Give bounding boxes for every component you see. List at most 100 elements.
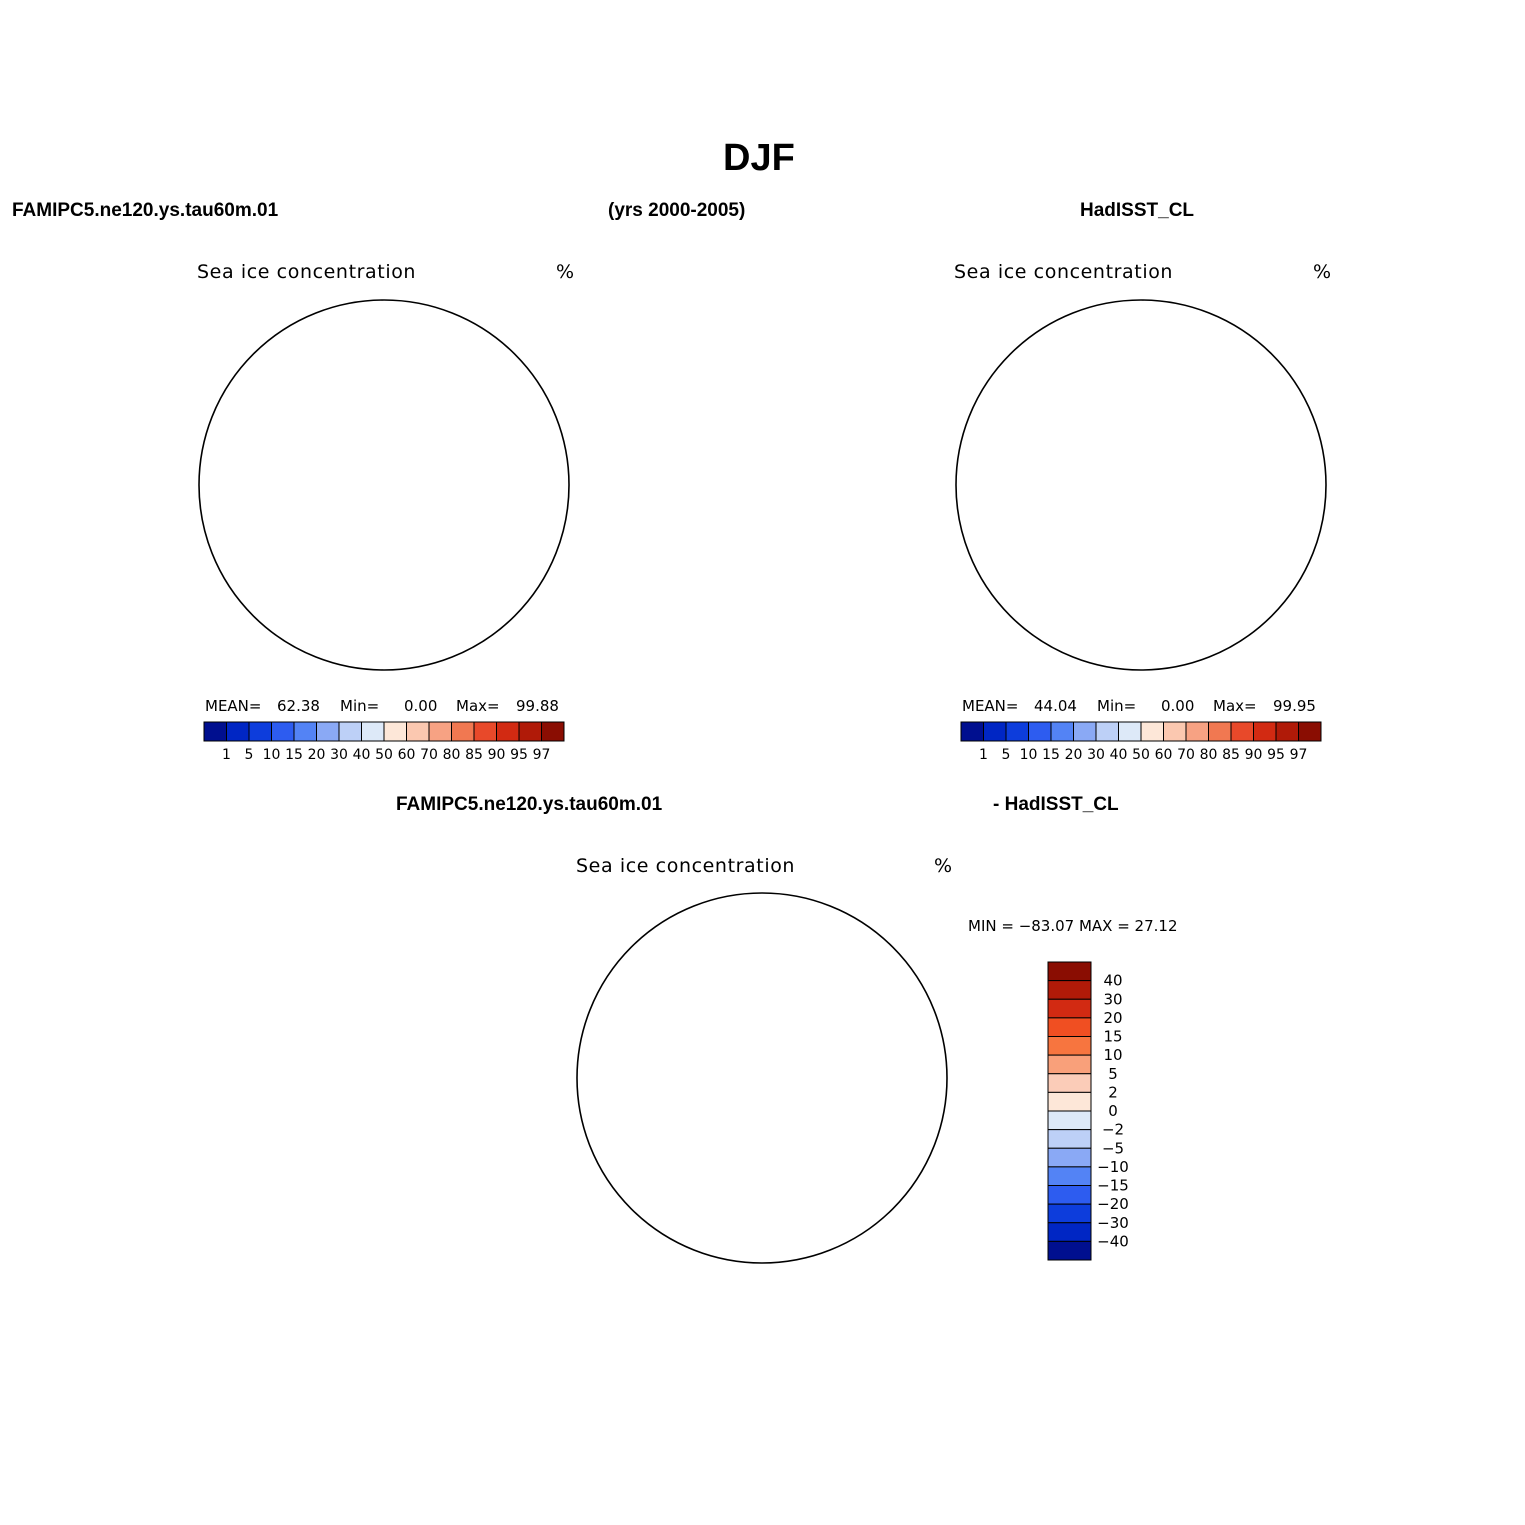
colorbar-swatch	[1047, 980, 1092, 1000]
colorbar-swatch	[316, 721, 340, 742]
colorbar-swatch	[541, 721, 565, 742]
colorbar-tick-label: 50	[1132, 747, 1150, 763]
colorbar-tick-label: 97	[533, 747, 551, 763]
colorbar-swatch	[1208, 721, 1232, 742]
colorbar-swatch	[1185, 721, 1209, 742]
model-min-value: 0.00	[404, 697, 438, 715]
colorbar-tick-label: 15	[1042, 747, 1060, 763]
colorbar-tick-label: 80	[1200, 747, 1218, 763]
colorbar-swatch	[406, 721, 430, 742]
colorbar-swatch	[1047, 1110, 1092, 1131]
colorbar-tick-label: 60	[398, 747, 416, 763]
colorbar-tick-label: 10	[1103, 1046, 1122, 1064]
colorbar-swatch	[1298, 721, 1322, 742]
colorbar-swatch	[960, 721, 984, 742]
colorbar-swatch	[1050, 721, 1074, 742]
header-model-name: FAMIPC5.ne120.ys.tau60m.01	[12, 200, 279, 221]
colorbar-tick-label: 1	[222, 747, 231, 763]
colorbar-swatch	[1073, 721, 1097, 742]
colorbar-swatch	[361, 721, 385, 742]
obs-panel-title: Sea ice concentration	[954, 261, 1174, 283]
model-mean-value: 62.38	[277, 697, 320, 715]
colorbar-swatch	[1275, 721, 1299, 742]
model-colorbar: 1 5 10 15 20 30 40 50 60 70 80 85 90 95 97	[203, 721, 565, 763]
colorbar-tick-label: −20	[1097, 1195, 1129, 1213]
colorbar-swatch	[1047, 961, 1092, 982]
colorbar-swatch	[1047, 1129, 1092, 1149]
model-panel-units: %	[556, 261, 575, 283]
colorbar-swatch	[1163, 721, 1187, 742]
colorbar-swatch	[1118, 721, 1142, 742]
colorbar-tick-label: −40	[1097, 1232, 1129, 1250]
colorbar-swatch	[383, 721, 407, 742]
colorbar-tick-label: 10	[263, 747, 281, 763]
obs-min-label: Min=	[1097, 697, 1137, 715]
colorbar-swatch	[248, 721, 272, 742]
colorbar-tick-label: 85	[465, 747, 483, 763]
colorbar-swatch	[518, 721, 542, 742]
colorbar-swatch	[1047, 1240, 1092, 1261]
model-min-label: Min=	[340, 697, 380, 715]
colorbar-swatch	[271, 721, 295, 742]
model-mean-label: MEAN=	[205, 697, 262, 715]
colorbar-swatch	[1047, 1222, 1092, 1242]
model-max-value: 99.88	[516, 697, 559, 715]
colorbar-swatch	[473, 721, 497, 742]
colorbar-tick-label: 1	[979, 747, 988, 763]
obs-panel-units: %	[1313, 261, 1332, 283]
diff-panel-units: %	[934, 855, 953, 877]
colorbar-swatch	[1047, 1147, 1092, 1168]
model-panel-title: Sea ice concentration	[197, 261, 417, 283]
colorbar-swatch	[1028, 721, 1052, 742]
colorbar-tick-label: 80	[443, 747, 461, 763]
diff-panel-title: Sea ice concentration	[576, 855, 796, 877]
colorbar-swatch	[1047, 1091, 1092, 1112]
colorbar-tick-label: 60	[1155, 747, 1173, 763]
colorbar-tick-label: 40	[1103, 972, 1122, 990]
colorbar-tick-label: 15	[285, 747, 303, 763]
colorbar-tick-label: −30	[1097, 1214, 1129, 1232]
colorbar-tick-label: 40	[1110, 747, 1128, 763]
colorbar-tick-label: 5	[1108, 1065, 1118, 1083]
colorbar-tick-label: 30	[1087, 747, 1105, 763]
obs-max-value: 99.95	[1273, 697, 1316, 715]
colorbar-swatch	[1047, 1166, 1092, 1186]
colorbar-swatch	[1140, 721, 1164, 742]
colorbar-swatch	[1047, 1054, 1092, 1075]
colorbar-swatch	[428, 721, 452, 742]
colorbar-tick-label: 95	[510, 747, 528, 763]
colorbar-swatch	[1047, 1073, 1092, 1093]
colorbar-swatch	[226, 721, 250, 742]
model-map	[198, 299, 570, 671]
obs-mean-value: 44.04	[1034, 697, 1077, 715]
obs-min-value: 0.00	[1161, 697, 1195, 715]
colorbar-tick-label: 70	[1177, 747, 1195, 763]
obs-mean-label: MEAN=	[962, 697, 1019, 715]
colorbar-tick-label: 50	[375, 747, 393, 763]
diff-header-obs-name: - HadISST_CL	[993, 794, 1119, 815]
colorbar-tick-label: −10	[1097, 1158, 1129, 1176]
colorbar-swatch	[338, 721, 362, 742]
model-max-label: Max=	[456, 697, 500, 715]
colorbar-tick-label: 95	[1267, 747, 1285, 763]
colorbar-swatch	[1047, 1036, 1092, 1056]
colorbar-tick-label: 30	[1103, 990, 1122, 1008]
diff-map	[576, 892, 948, 1264]
colorbar-tick-label: 0	[1108, 1102, 1118, 1120]
colorbar-tick-label: 20	[1065, 747, 1083, 763]
colorbar-tick-label: 10	[1020, 747, 1038, 763]
colorbar-tick-label: 97	[1290, 747, 1308, 763]
colorbar-tick-label: 90	[1245, 747, 1263, 763]
colorbar-swatch	[1253, 721, 1277, 742]
colorbar-tick-label: 20	[308, 747, 326, 763]
header-years: (yrs 2000-2005)	[608, 200, 746, 221]
colorbar-tick-label: −15	[1097, 1177, 1129, 1195]
obs-map	[955, 299, 1327, 671]
colorbar-swatch	[1005, 721, 1029, 742]
colorbar-swatch	[293, 721, 317, 742]
colorbar-tick-label: −2	[1102, 1121, 1124, 1139]
colorbar-swatch	[203, 721, 227, 742]
colorbar-tick-label: 40	[353, 747, 371, 763]
